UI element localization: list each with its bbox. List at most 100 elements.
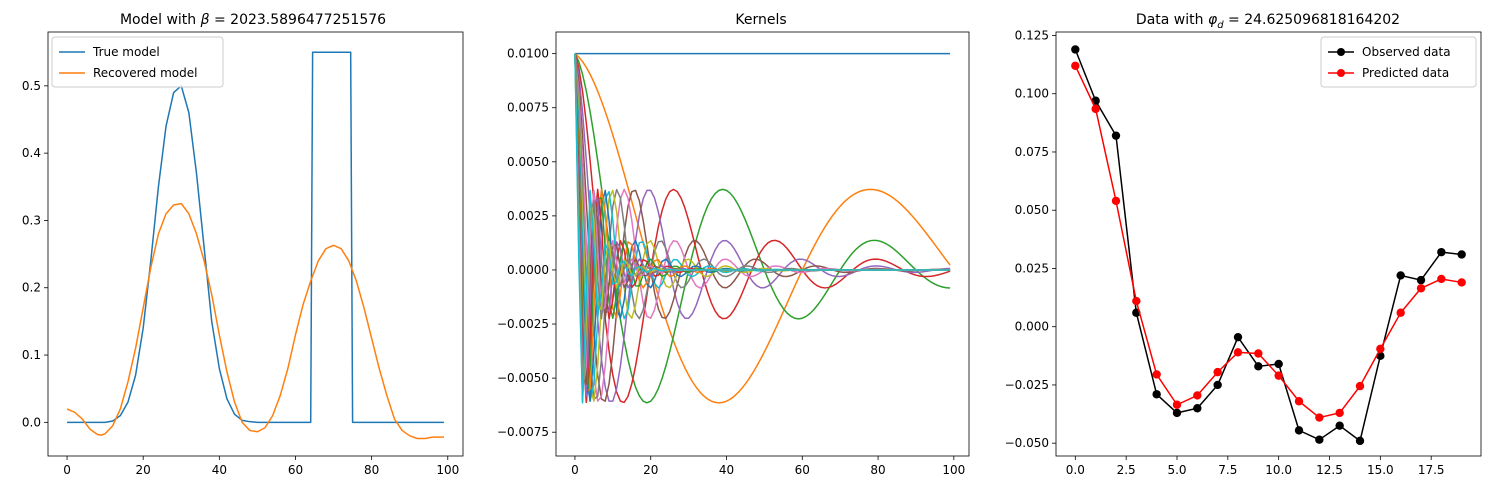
y-tick-label: 0.075 [1015, 145, 1049, 159]
x-tick-label: 0 [63, 463, 71, 477]
data-point [1355, 381, 1365, 391]
y-tick-label: 0.0000 [507, 263, 549, 277]
y-tick-label: 0.1 [22, 348, 41, 362]
plot-frame [47, 31, 464, 457]
x-tick-label: 40 [212, 463, 227, 477]
data-point [1437, 274, 1446, 284]
x-tick-label: 20 [643, 463, 658, 477]
data-point [1213, 380, 1222, 390]
data-point [1213, 367, 1222, 377]
y-tick-label: 0.3 [22, 213, 41, 227]
data-panel: Data with φd = 24.625096818164202 0.0 2.5… [1005, 12, 1482, 477]
data-point [1071, 61, 1080, 70]
data-point [1193, 391, 1202, 400]
data-point [1396, 308, 1405, 317]
data-point [1254, 349, 1263, 358]
data-point [1071, 45, 1080, 54]
x-tick-label: 20 [136, 463, 151, 477]
plot-frame [1055, 31, 1482, 457]
legend-label: True model [92, 45, 160, 59]
kernels-panel-title: Kernels [735, 12, 786, 28]
kernels-panel: Kernels 0 20 40 60 80 100 −0.0075 −0.0050 −0.002… [497, 12, 970, 477]
y-tick-label: 0.5 [22, 79, 41, 93]
data-point [1152, 390, 1161, 399]
x-tick-label: 100 [436, 463, 459, 477]
data-point [1172, 408, 1182, 418]
data-point [1152, 370, 1161, 379]
data-point [1355, 436, 1365, 446]
data-point [1437, 247, 1446, 257]
x-tick-label: 60 [288, 463, 303, 477]
data-point [1396, 271, 1405, 280]
y-tick-label: 0.0100 [507, 47, 549, 61]
data-point [1172, 400, 1182, 409]
kernel-line [574, 53, 951, 402]
plot-frame [555, 31, 970, 457]
legend-box [1320, 36, 1477, 88]
data-point [1335, 421, 1344, 430]
legend-label: Predicted data [1362, 66, 1449, 80]
y-tick-label: 0.025 [1015, 261, 1049, 275]
x-tick-label: 80 [364, 463, 379, 477]
x-tick-label: 100 [942, 463, 965, 477]
data-point [1274, 371, 1283, 380]
data-point [1376, 344, 1385, 354]
data-point [1111, 196, 1121, 206]
y-tick-label: 0.100 [1015, 87, 1049, 101]
x-tick-label: 7.5 [1218, 463, 1237, 477]
series-line [67, 51, 444, 424]
data-point [1457, 250, 1466, 259]
x-tick-label: 40 [719, 463, 734, 477]
series-line [1074, 65, 1462, 419]
kernel-line [574, 53, 951, 404]
data-point [1233, 348, 1243, 357]
data-point [1132, 296, 1141, 306]
x-tick-label: 2.5 [1117, 463, 1136, 477]
legend-box [51, 36, 224, 88]
data-point [1416, 275, 1426, 285]
kernel-line [574, 53, 951, 404]
y-tick-label: 0.125 [1015, 28, 1049, 42]
x-tick-label: 5.0 [1167, 463, 1186, 477]
x-tick-label: 0.0 [1066, 463, 1085, 477]
data-point [1294, 426, 1304, 435]
y-tick-label: 0.4 [22, 146, 41, 160]
model-panel-title: Model with β = 2023.5896477251576 [120, 12, 386, 28]
data-point [1091, 104, 1100, 114]
series-line [66, 202, 444, 440]
data-point [1315, 435, 1324, 444]
y-tick-label: −0.0075 [497, 425, 549, 439]
data-point [1254, 362, 1263, 371]
kernel-line [574, 53, 951, 404]
y-tick-label: 0.050 [1015, 203, 1049, 217]
kernel-line [574, 53, 951, 404]
y-tick-label: −0.0025 [497, 317, 549, 331]
x-tick-label: 10.0 [1265, 463, 1292, 477]
x-tick-label: 0 [571, 463, 579, 477]
y-tick-label: 0.0 [22, 415, 41, 429]
y-tick-label: 0.0050 [507, 155, 549, 169]
y-tick-label: 0.0025 [507, 209, 549, 223]
data-point [1294, 397, 1304, 406]
y-tick-label: −0.025 [1005, 378, 1049, 392]
data-point [1315, 413, 1324, 422]
x-tick-label: 80 [870, 463, 885, 477]
data-point [1233, 332, 1243, 342]
legend-marker [1337, 69, 1345, 77]
model-panel: Model with β = 2023.5896477251576 0 20 40 6… [22, 12, 464, 477]
legend-label: Observed data [1362, 45, 1451, 59]
x-tick-label: 60 [795, 463, 810, 477]
data-point [1416, 284, 1426, 293]
data-point [1274, 359, 1283, 369]
data-panel-title: Data with φd = 24.625096818164202 [1136, 12, 1400, 31]
x-tick-label: 17.5 [1418, 463, 1445, 477]
y-tick-label: −0.0050 [497, 371, 549, 385]
y-tick-label: 0.2 [22, 281, 41, 295]
data-point [1335, 408, 1344, 418]
y-tick-label: 0.000 [1015, 320, 1049, 334]
data-point [1457, 278, 1466, 287]
legend-marker [1337, 48, 1345, 56]
data-point [1111, 131, 1121, 140]
